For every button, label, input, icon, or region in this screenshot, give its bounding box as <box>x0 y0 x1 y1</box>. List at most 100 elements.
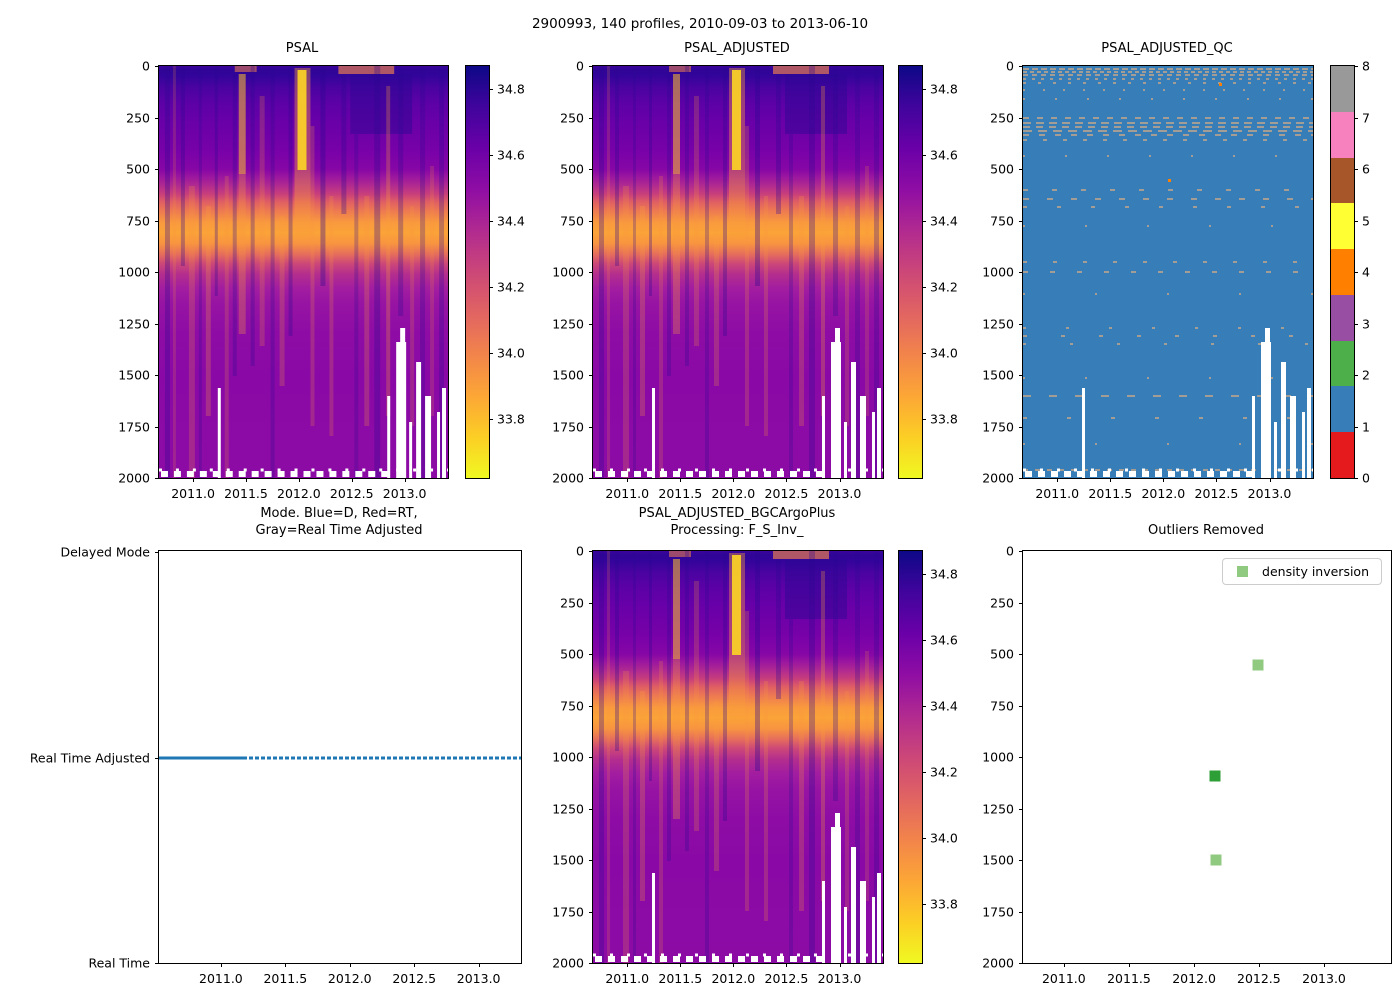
y-tick-label: 1000 <box>118 264 150 280</box>
y-tick-mark <box>589 757 593 758</box>
x-tick-mark <box>839 478 841 482</box>
x-tick-label: 2012.5 <box>1237 971 1281 986</box>
y-tick-label: 2000 <box>552 470 584 486</box>
y-tick-label: 0 <box>142 58 150 74</box>
x-tick-mark <box>733 963 735 967</box>
y-tick-label: 1750 <box>982 419 1014 434</box>
y-tick-label: 1000 <box>552 749 584 765</box>
x-tick-mark <box>285 963 287 967</box>
x-tick-mark <box>1324 963 1326 967</box>
y-tick-label: 1500 <box>982 367 1014 383</box>
y-tick-mark <box>155 169 159 170</box>
y-tick-label: 1250 <box>552 316 584 331</box>
outliers-plot: density inversion 2011.0 2011.5 2012.0 2012… <box>982 544 1392 986</box>
colorbar-tick-mark <box>1354 66 1358 67</box>
y-tick-label: 1750 <box>982 904 1014 919</box>
y-tick-mark <box>155 963 159 964</box>
x-tick-label: 2013.0 <box>1302 971 1346 986</box>
y-tick-mark <box>589 705 593 707</box>
mode-plot: 2011.0 2011.5 2012.0 2012.5 2013.0 Delayed Mo… <box>30 544 522 986</box>
qc-colorbar-segment <box>1331 111 1354 158</box>
x-tick-label: 2012.5 <box>1194 486 1239 501</box>
x-tick-label: 2012.5 <box>329 486 374 501</box>
x-tick-label: 2011.0 <box>1035 486 1080 501</box>
y-tick-label: 1500 <box>552 852 584 868</box>
colorbar-tick-mark <box>489 154 493 156</box>
colorbar-tick-label: 8 <box>1362 58 1370 74</box>
y-tick-label: 1000 <box>982 749 1014 765</box>
x-tick-mark <box>786 478 788 482</box>
colorbar-tick-mark <box>922 772 926 774</box>
colorbar-tick-mark <box>922 419 926 421</box>
y-tick-label: 1500 <box>552 367 584 383</box>
qc-colorbar-segment <box>1331 340 1354 387</box>
colorbar-tick-label: 34.6 <box>930 632 958 648</box>
y-tick-mark <box>1019 911 1023 913</box>
y-tick-mark <box>589 323 593 325</box>
mode-line-dotted <box>159 756 521 760</box>
y-tick-label: 0 <box>1006 543 1014 559</box>
bgc-heatmap: 2011.0 2011.5 2012.0 2012.5 2013.0 0 250 500 750… <box>552 544 884 986</box>
y-tick-mark <box>589 426 593 428</box>
colorbar-tick-mark <box>1354 272 1358 273</box>
outlier-marker <box>1210 854 1222 866</box>
y-tick-mark <box>155 426 159 428</box>
x-tick-mark <box>1216 478 1218 482</box>
colorbar-tick-label: 34.6 <box>930 147 958 163</box>
y-tick-mark <box>1019 169 1023 170</box>
y-tick-mark <box>1019 220 1023 222</box>
x-tick-mark <box>349 963 351 967</box>
qc-colorbar-segment <box>1331 203 1354 250</box>
y-tick-mark <box>1019 705 1023 707</box>
colorbar-tick-mark <box>1354 323 1358 325</box>
colorbar-tick-label: 34.8 <box>497 81 525 97</box>
x-tick-mark <box>220 963 222 967</box>
qc-colorbar-segment <box>1331 249 1354 295</box>
colorbar-tick-label: 33.8 <box>497 411 525 427</box>
y-tick-mark <box>589 911 593 913</box>
x-tick-label: 2011.5 <box>224 486 268 501</box>
y-tick-label: 1000 <box>552 264 584 280</box>
y-tick-mark <box>155 323 159 325</box>
x-tick-mark <box>627 478 629 482</box>
psal-heatmap: 2011.0 2011.5 2012.0 2012.5 2013.0 0 250 500 750… <box>118 59 449 501</box>
psal-adjusted-colorbar-gradient <box>899 66 922 478</box>
x-tick-mark <box>1194 963 1196 967</box>
y-tick-label: 1500 <box>982 852 1014 868</box>
colorbar-tick-mark <box>922 220 926 222</box>
bgc-heatmap-image <box>593 551 883 963</box>
x-tick-label: 2012.0 <box>327 971 372 986</box>
x-tick-label: 2011.5 <box>658 971 703 986</box>
colorbar-tick-mark <box>489 353 493 355</box>
colorbar-tick-label: 5 <box>1362 213 1370 228</box>
y-tick-mark <box>589 860 593 861</box>
y-tick-mark <box>589 602 593 604</box>
x-tick-mark <box>414 963 416 967</box>
x-tick-label: 2011.0 <box>1041 971 1086 986</box>
y-tick-mark <box>1019 323 1023 325</box>
y-tick-label: 1750 <box>118 419 150 434</box>
y-tick-mark <box>589 963 593 964</box>
y-tick-mark <box>1019 426 1023 428</box>
y-tick-mark <box>589 220 593 222</box>
outliers-title: Outliers Removed <box>1147 523 1265 538</box>
x-tick-label: 2012.0 <box>711 971 756 986</box>
y-tick-label: 1500 <box>118 367 150 383</box>
y-tick-mark <box>155 551 159 553</box>
colorbar-tick-label: 6 <box>1362 161 1370 177</box>
x-tick-label: 2013.0 <box>382 486 427 501</box>
y-tick-label: 2000 <box>118 470 150 486</box>
x-tick-label: 2011.5 <box>658 486 703 501</box>
y-tick-mark <box>589 654 593 655</box>
colorbar-tick-label: 34.2 <box>930 764 958 780</box>
y-tick-mark <box>1019 602 1023 604</box>
colorbar-tick-mark <box>489 287 493 289</box>
y-tick-label: 1250 <box>982 316 1014 331</box>
x-tick-label: 2013.0 <box>456 971 501 986</box>
y-tick-label: 250 <box>126 110 150 125</box>
y-tick-mark <box>1019 808 1023 810</box>
colorbar-tick-label: 34.6 <box>497 147 525 163</box>
y-tick-mark <box>155 478 159 479</box>
outliers-legend: density inversion <box>1222 558 1382 585</box>
x-tick-mark <box>193 478 195 482</box>
